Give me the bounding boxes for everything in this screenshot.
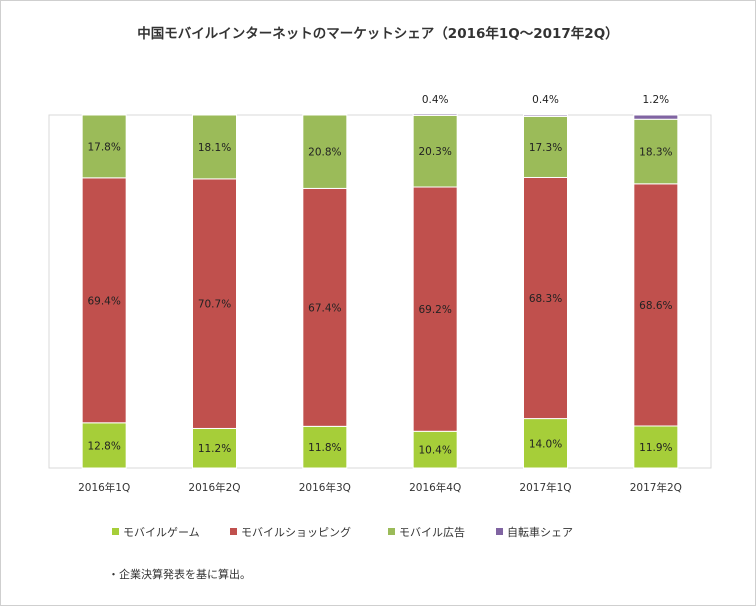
data-label: 12.8%	[87, 440, 120, 452]
bar-segment	[412, 430, 458, 469]
data-label: 0.4%	[532, 94, 559, 106]
data-label: 69.4%	[87, 295, 120, 307]
data-label: 67.4%	[308, 302, 341, 314]
legend-swatch	[230, 528, 237, 535]
bar-segment	[412, 113, 458, 116]
bar-segment	[192, 178, 237, 429]
bar-segment	[523, 114, 568, 117]
bar-segment	[81, 177, 127, 424]
x-tick-label: 2016年3Q	[299, 481, 351, 494]
data-label: 17.3%	[529, 142, 562, 154]
legend-label: 自転車シェア	[507, 526, 573, 539]
data-label: 68.3%	[529, 293, 562, 305]
x-tick-label: 2016年4Q	[409, 481, 461, 494]
legend-item: 自転車シェア	[496, 524, 573, 540]
x-tick-label: 2016年1Q	[78, 481, 130, 494]
data-label: 0.4%	[422, 94, 449, 106]
bar-segment	[523, 418, 568, 469]
data-label: 69.2%	[418, 304, 451, 316]
bar-segment	[81, 422, 127, 469]
legend-swatch	[112, 528, 119, 535]
bar-segment	[523, 176, 568, 420]
x-tick-label: 2016年2Q	[188, 481, 240, 494]
data-label: 70.7%	[198, 299, 231, 311]
chart-title: 中国モバイルインターネットのマーケットシェア（2016年1Q～2017年2Q）	[137, 26, 619, 42]
data-label: 17.8%	[87, 141, 120, 153]
bar-segment	[81, 114, 127, 179]
bar-segment	[302, 425, 348, 469]
x-tick-label: 2017年1Q	[519, 481, 571, 494]
legend-item: モバイルゲーム	[112, 524, 200, 540]
legend-item: モバイル広告	[388, 524, 465, 540]
data-label: 14.0%	[529, 438, 562, 450]
bar-segment	[633, 183, 679, 427]
legend-label: モバイル広告	[399, 526, 465, 539]
data-label: 10.4%	[418, 445, 451, 457]
chart-legend: モバイルゲーム モバイルショッピング モバイル広告 自転車シェア	[112, 524, 672, 542]
x-tick-label: 2017年2Q	[630, 481, 682, 494]
plot-area	[48, 114, 712, 469]
data-label: 18.1%	[198, 142, 231, 154]
bar-segment	[302, 187, 348, 427]
bar-segment	[633, 114, 679, 120]
bar-segment	[412, 186, 458, 432]
bar-segment	[633, 425, 679, 469]
data-label: 1.2%	[642, 94, 669, 106]
data-label: 11.2%	[198, 443, 231, 455]
bar-segment	[523, 115, 568, 178]
data-label: 20.3%	[418, 146, 451, 158]
bar-segment	[192, 114, 237, 180]
footnote: ・企業決算発表を基に算出。	[108, 568, 251, 581]
data-label: 11.8%	[308, 442, 341, 454]
data-label: 20.8%	[308, 147, 341, 159]
legend-swatch	[388, 528, 395, 535]
legend-swatch	[496, 528, 503, 535]
data-label: 11.9%	[639, 442, 672, 454]
data-label: 18.3%	[639, 147, 672, 159]
data-label: 68.6%	[639, 300, 672, 312]
bar-segment	[302, 114, 348, 189]
legend-label: モバイルショッピング	[241, 526, 351, 539]
legend-label: モバイルゲーム	[123, 526, 200, 539]
legend-item: モバイルショッピング	[230, 524, 351, 540]
